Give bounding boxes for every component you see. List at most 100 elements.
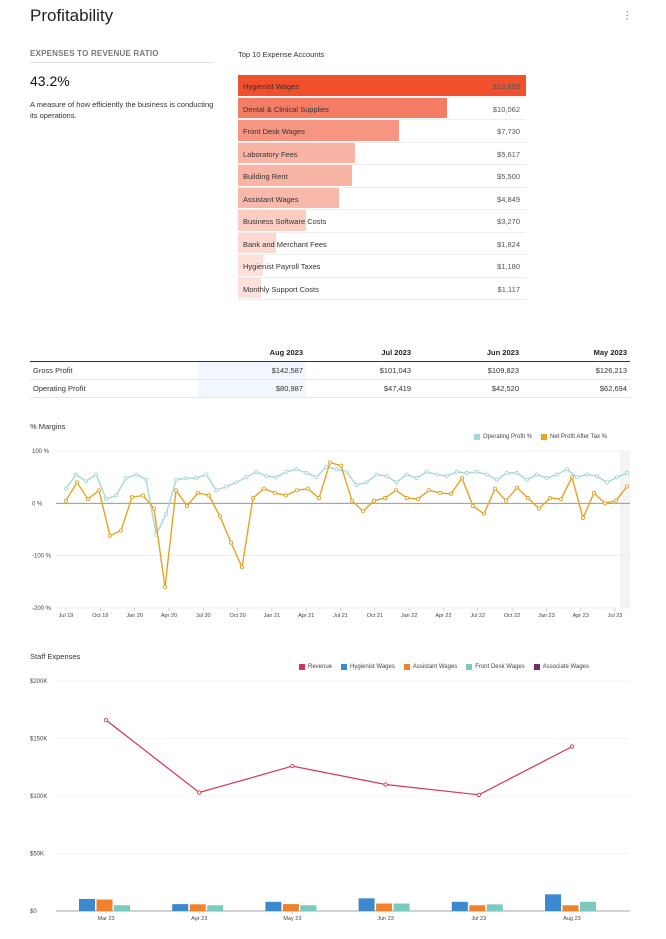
revenue-line	[105, 719, 573, 796]
column-header: Jun 2023	[414, 344, 522, 362]
bar	[300, 905, 317, 911]
data-point	[591, 490, 597, 495]
legend-item-associate[interactable]: Associate Wages	[533, 664, 589, 670]
y-tick-label: $150K	[30, 737, 47, 743]
data-point	[294, 488, 300, 493]
staff-chart: $200K $150K $100K $50K $0 Mar 23 Apr 23 May 23 J…	[30, 679, 630, 922]
data-point	[140, 493, 146, 498]
legend-item-revenue[interactable]: Revenue	[299, 664, 332, 670]
legend-item-hygienist[interactable]: Hygienist Wages	[341, 664, 395, 670]
table-cell: $109,823	[414, 361, 522, 380]
data-point	[294, 467, 299, 472]
data-point	[206, 493, 212, 498]
bar	[469, 905, 486, 911]
data-point	[569, 475, 575, 480]
table-cell: $62,694	[522, 379, 630, 398]
table-row: Gross Profit $142,587 $101,043 $109,823 …	[30, 361, 630, 380]
table-cell: $42,520	[414, 379, 522, 398]
list-item[interactable]: Business Software Costs $3,270	[238, 210, 526, 233]
expense-name: Building Rent	[243, 172, 288, 181]
list-item[interactable]: Assistant Wages $4,849	[238, 187, 526, 210]
table-cell: $142,587	[198, 361, 306, 380]
legend-item-front-desk[interactable]: Front Desk Wages	[466, 664, 525, 670]
bar	[545, 894, 561, 911]
y-tick-label: $200K	[30, 679, 47, 685]
data-point	[124, 476, 129, 481]
data-point	[63, 486, 69, 491]
list-item[interactable]: Dental & Clinical Supplies $10,062	[238, 97, 526, 120]
data-point	[360, 509, 366, 514]
x-tick-label: Jul 21	[333, 613, 348, 619]
swatch-icon	[533, 664, 540, 670]
data-point	[514, 470, 519, 476]
data-point	[290, 763, 295, 769]
expense-bar	[238, 277, 262, 298]
column-header: Aug 2023	[198, 344, 306, 362]
ratio-value: 43.2%	[30, 73, 70, 89]
data-point	[118, 528, 124, 533]
kebab-vertical-icon[interactable]: ⋯	[621, 10, 633, 21]
data-point	[239, 565, 245, 570]
table-cell: $47,419	[306, 379, 414, 398]
data-point	[524, 477, 529, 482]
ratio-description: A measure of how efficiently the busines…	[30, 100, 214, 120]
list-item[interactable]: Front Desk Wages $7,730	[238, 120, 526, 143]
x-tick-label: Jul 19	[59, 613, 74, 619]
swatch-icon	[299, 664, 305, 670]
data-point	[464, 470, 469, 476]
legend-item-assistant[interactable]: Assistant Wages	[403, 664, 457, 670]
y-tick-label: -200 %	[32, 606, 52, 612]
data-point	[334, 467, 339, 472]
data-point	[272, 490, 278, 495]
data-point	[434, 472, 439, 477]
expense-bar	[238, 210, 306, 231]
expense-value: $5,500	[497, 172, 520, 181]
list-item[interactable]: Monthly Support Costs $1,117	[238, 277, 526, 300]
list-item[interactable]: Bank and Merchant Fees $1,824	[238, 232, 526, 255]
data-point	[459, 476, 465, 481]
data-point	[444, 474, 449, 479]
data-point	[476, 792, 481, 798]
data-point	[437, 490, 443, 495]
data-point	[324, 464, 329, 469]
expense-bar	[238, 165, 353, 186]
data-point	[228, 540, 234, 545]
legend-item-operating[interactable]: Operating Profit %	[474, 434, 532, 440]
table-row: Operating Profit $80,987 $47,419 $42,520…	[30, 379, 630, 398]
data-point	[264, 474, 269, 479]
data-point	[164, 511, 169, 516]
legend-item-net[interactable]: Net Profit After Tax %	[541, 434, 607, 440]
expense-value: $1,180	[497, 262, 520, 271]
data-point	[151, 506, 157, 511]
expense-value: $3,270	[497, 217, 520, 226]
expense-bar	[238, 142, 355, 163]
y-tick-label: $50K	[30, 852, 44, 858]
data-point	[594, 474, 599, 479]
data-point	[304, 470, 309, 476]
list-item[interactable]: Hygienist Wages $13,859	[238, 75, 526, 98]
list-item[interactable]: Building Rent $5,500	[238, 165, 526, 188]
data-point	[354, 482, 359, 488]
bar	[207, 905, 224, 911]
list-item[interactable]: Hygienist Payroll Taxes $1,180	[238, 255, 526, 278]
data-point	[415, 497, 421, 502]
expense-name: Monthly Support Costs	[243, 284, 319, 294]
scroll-shade	[620, 451, 630, 608]
data-point	[624, 484, 630, 489]
list-item[interactable]: Laboratory Fees $5,617	[238, 142, 526, 165]
data-point	[604, 480, 610, 485]
data-point	[184, 503, 190, 508]
bar	[376, 903, 393, 911]
data-point	[103, 717, 109, 723]
expense-value: $1,117	[497, 284, 520, 294]
bar	[358, 898, 375, 911]
expense-value: $7,730	[497, 127, 520, 136]
expense-value: $5,617	[497, 149, 520, 159]
bar	[562, 905, 579, 911]
legend-label: Net Profit After Tax %	[550, 434, 607, 440]
swatch-icon	[541, 434, 548, 440]
expense-name: Laboratory Fees	[243, 149, 298, 159]
data-point	[574, 475, 579, 480]
data-point	[173, 488, 179, 493]
data-point	[162, 585, 168, 590]
